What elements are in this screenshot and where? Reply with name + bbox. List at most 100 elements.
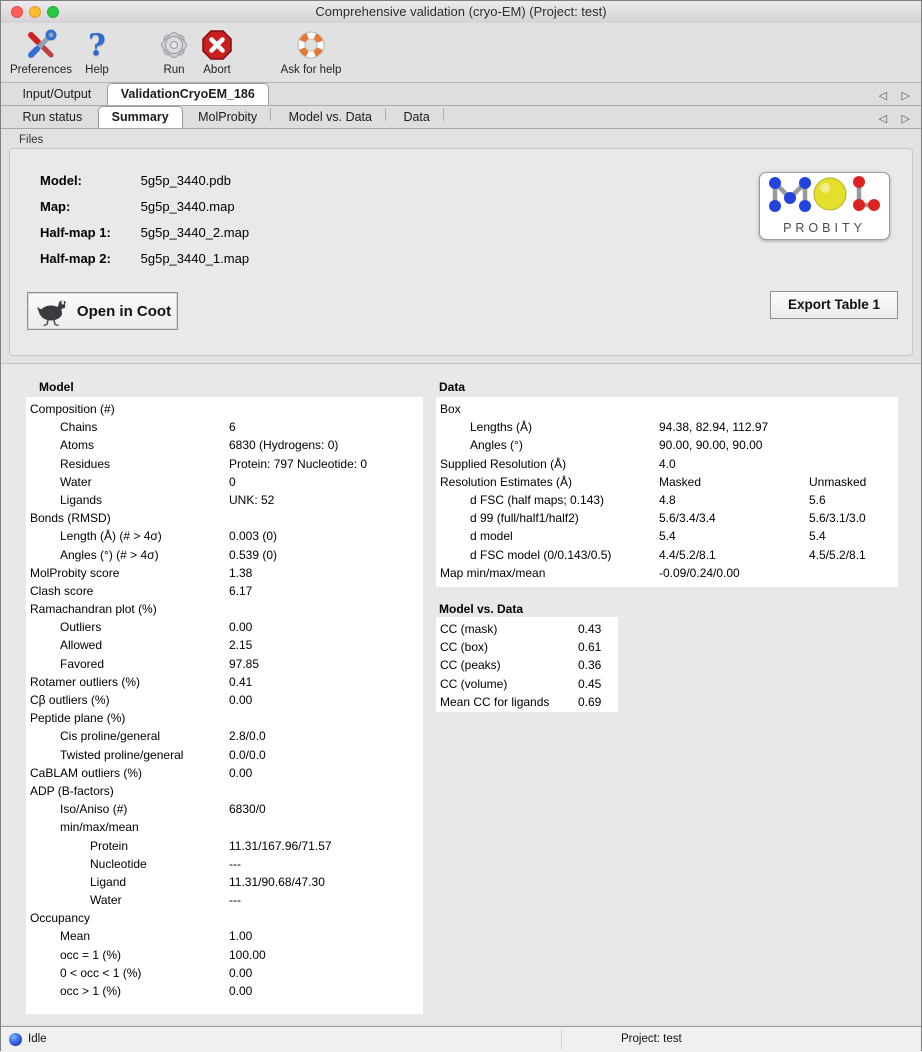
row-value: UNK: 52 xyxy=(229,492,275,507)
row-label: CC (box) xyxy=(440,640,489,655)
row-label: Favored xyxy=(60,656,105,671)
file-value: 5g5p_3440.map xyxy=(140,199,235,214)
row-label: MolProbity score xyxy=(30,565,120,580)
open-in-coot-button[interactable]: Open in Coot xyxy=(27,292,178,330)
tab-model-vs-data[interactable]: Model vs. Data xyxy=(288,110,372,124)
summary-page: Files Model: 5g5p_3440.pdb Map: 5g5p_344… xyxy=(1,129,921,1026)
row-value: 0.0/0.0 xyxy=(229,747,266,762)
data-table-row: Angles (°) 90.00, 90.00, 90.00 xyxy=(436,436,898,454)
row-value-masked: 5.4 xyxy=(659,529,676,544)
row-value: 0.00 xyxy=(229,984,253,998)
row-label: Angles (°) xyxy=(470,438,523,453)
model-table-row: MolProbity score 1.38 xyxy=(26,564,423,582)
row-value-masked: 5.6/3.4/3.4 xyxy=(659,511,716,526)
lifebuoy-icon xyxy=(271,26,351,64)
row-label: Iso/Aniso (#) xyxy=(60,802,128,817)
model-vs-data-row: CC (peaks) 0.36 xyxy=(436,656,618,674)
model-table-row: Chains 6 xyxy=(26,418,423,436)
tab-input-output[interactable]: Input/Output xyxy=(22,87,92,101)
export-table-button[interactable]: Export Table 1 xyxy=(770,291,898,319)
scroll-right-icon[interactable]: ▷ xyxy=(901,90,910,102)
data-panel-title: Data xyxy=(439,380,466,394)
scroll-left-icon[interactable]: ◁ xyxy=(878,113,888,125)
model-vs-data-row: CC (mask) 0.43 xyxy=(436,620,618,638)
row-value-masked: 90.00, 90.00, 90.00 xyxy=(659,438,763,453)
file-label: Half-map 1: xyxy=(40,225,111,240)
model-table: Composition (#) Chains 6 Atoms 6830 (Hyd… xyxy=(26,397,423,1014)
file-label: Half-map 2: xyxy=(40,251,111,266)
row-label: Ligands xyxy=(60,492,103,507)
row-label: CC (volume) xyxy=(440,676,508,691)
tools-icon xyxy=(3,26,79,64)
gear-icon xyxy=(151,26,197,64)
row-label: Nucleotide xyxy=(90,856,147,871)
row-value: 6 xyxy=(229,420,236,435)
row-label: Length (Å) (# > 4σ) xyxy=(60,529,162,544)
row-value-masked: -0.09/0.24/0.00 xyxy=(659,565,740,580)
model-table-row: Ligand 11.31/90.68/47.30 xyxy=(26,873,423,891)
model-table-row: Clash score 6.17 xyxy=(26,582,423,600)
row-label: min/max/mean xyxy=(60,820,139,835)
row-value: 0.539 (0) xyxy=(229,547,278,562)
minimize-window-icon[interactable] xyxy=(29,6,41,18)
row-value: 11.31/90.68/47.30 xyxy=(229,874,325,889)
row-value: 1.00 xyxy=(229,929,253,944)
run-label: Run xyxy=(163,64,185,76)
title-bar: Comprehensive validation (cryo-EM) (Proj… xyxy=(1,1,921,24)
tab-data[interactable]: Data xyxy=(403,110,430,124)
row-value: 2.15 xyxy=(229,638,253,653)
preferences-button[interactable]: Preferences xyxy=(3,26,79,76)
data-table-row: Supplied Resolution (Å) 4.0 xyxy=(436,455,898,473)
row-label: occ > 1 (%) xyxy=(60,984,122,998)
scroll-right-icon[interactable]: ▷ xyxy=(901,113,910,125)
close-window-icon[interactable] xyxy=(11,6,23,18)
row-value: 1.38 xyxy=(229,565,253,580)
main-tab-scrollers: ◁ ▷ xyxy=(874,86,915,104)
row-label: Cβ outliers (%) xyxy=(30,693,110,707)
model-table-row: Outliers 0.00 xyxy=(26,618,423,636)
file-row: Model: 5g5p_3440.pdb xyxy=(40,171,231,191)
window-title: Comprehensive validation (cryo-EM) (Proj… xyxy=(315,4,607,19)
data-table-row: Lengths (Å) 94.38, 82.94, 112.97 xyxy=(436,418,898,436)
row-label: Resolution Estimates (Å) xyxy=(440,474,573,489)
row-value-masked: 4.4/5.2/8.1 xyxy=(659,547,716,562)
help-button[interactable]: ? Help xyxy=(79,26,115,77)
run-button[interactable]: Run xyxy=(151,26,197,76)
model-vs-data-row: Mean CC for ligands 0.69 xyxy=(436,693,618,711)
zoom-window-icon[interactable] xyxy=(47,6,59,18)
molprobity-logo: PROBITY xyxy=(759,172,890,240)
scroll-left-icon[interactable]: ◁ xyxy=(878,90,888,102)
molprobity-logo-text: PROBITY xyxy=(783,221,866,235)
tab-run-status[interactable]: Run status xyxy=(22,110,83,124)
row-label: 0 < occ < 1 (%) xyxy=(60,965,142,980)
model-table-row: occ > 1 (%) 0.00 xyxy=(26,982,423,1000)
row-label: Occupancy xyxy=(30,911,91,926)
file-value: 5g5p_3440.pdb xyxy=(140,173,231,188)
project-label: Project: test xyxy=(621,1033,682,1045)
row-value: 0.45 xyxy=(578,676,602,691)
model-table-row: Ramachandran plot (%) xyxy=(26,600,423,618)
tab-molprobity[interactable]: MolProbity xyxy=(198,110,258,124)
tab-summary[interactable]: Summary xyxy=(97,106,183,128)
model-table-row: min/max/mean xyxy=(26,818,423,836)
main-tab-bar: Input/Output ValidationCryoEM_186 ◁ ▷ xyxy=(1,83,921,106)
row-label: Ligand xyxy=(90,874,127,889)
model-vs-data-panel-title: Model vs. Data xyxy=(439,602,524,616)
row-label: Peptide plane (%) xyxy=(30,711,126,726)
row-label: Allowed xyxy=(60,638,103,653)
model-table-row: occ = 1 (%) 100.00 xyxy=(26,946,423,964)
row-label: Mean xyxy=(60,929,91,944)
row-value: 2.8/0.0 xyxy=(229,729,266,744)
row-label: Angles (°) (# > 4σ) xyxy=(60,547,159,562)
row-label: Atoms xyxy=(60,438,95,453)
abort-button[interactable]: Abort xyxy=(194,26,240,76)
row-value: 0.00 xyxy=(229,620,253,635)
summary-tables-area: Model Composition (#) Chains 6 Atoms xyxy=(1,363,921,1024)
file-value: 5g5p_3440_1.map xyxy=(140,251,250,266)
tab-validationcryoem-186[interactable]: ValidationCryoEM_186 xyxy=(106,83,269,105)
model-vs-data-row: CC (box) 0.61 xyxy=(436,638,618,656)
model-table-row: Residues Protein: 797 Nucleotide: 0 xyxy=(26,455,423,473)
file-row: Map: 5g5p_3440.map xyxy=(40,197,235,217)
ask-for-help-button[interactable]: Ask for help xyxy=(271,26,351,76)
row-value: 0.36 xyxy=(578,658,602,673)
